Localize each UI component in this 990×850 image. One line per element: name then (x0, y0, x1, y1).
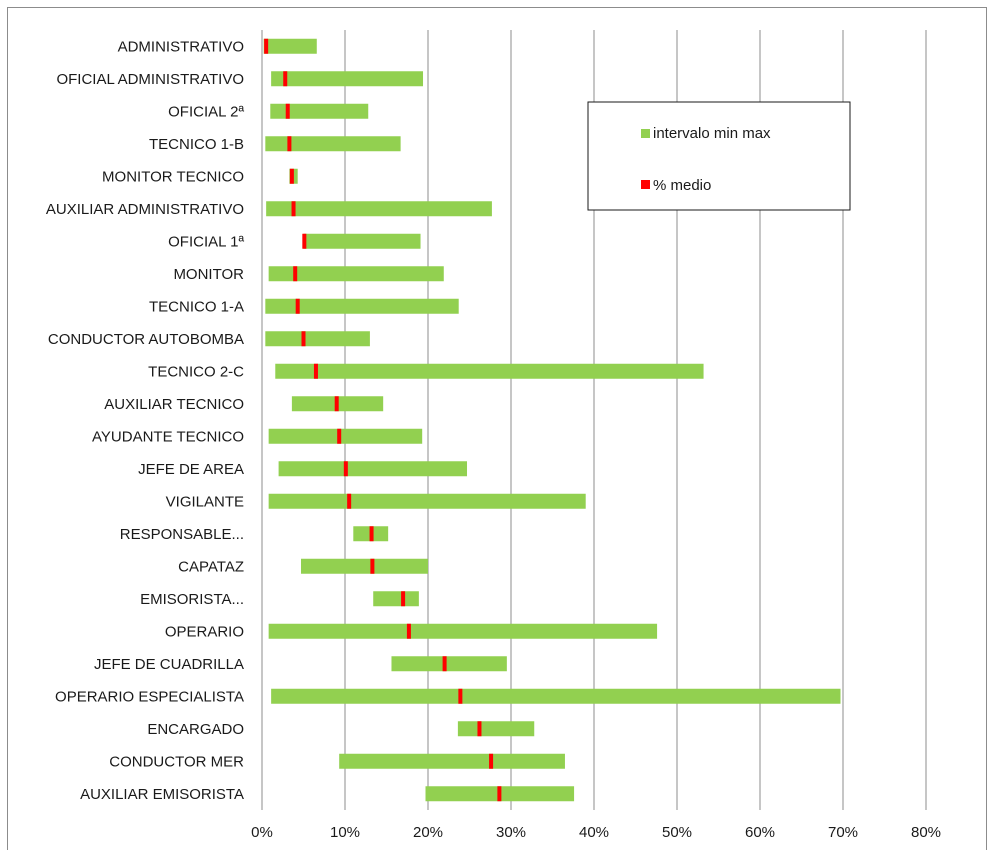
x-tick-label: 60% (745, 824, 775, 841)
legend-swatch-mean (641, 180, 650, 189)
mean-marker (337, 428, 342, 444)
category-label: CAPATAZ (178, 558, 244, 575)
range-bar (339, 753, 565, 769)
category-label: EMISORISTA... (140, 591, 244, 608)
category-label: JEFE DE CUADRILLA (94, 656, 244, 673)
range-bar (263, 38, 317, 54)
category-label: TECNICO 1-A (149, 298, 244, 315)
mean-marker (401, 591, 406, 607)
category-label: OFICIAL ADMINISTRATIVO (56, 71, 244, 88)
mean-marker (406, 623, 411, 639)
range-bar (268, 623, 658, 639)
mean-marker (301, 331, 306, 347)
legend-swatch-range (641, 129, 650, 138)
category-label: MONITOR TECNICO (102, 168, 244, 185)
mean-marker (291, 201, 296, 217)
category-label: OFICIAL 2ª (168, 103, 244, 120)
mean-marker (489, 753, 494, 769)
range-bar (391, 656, 507, 672)
range-bar (373, 591, 419, 607)
mean-marker (347, 493, 352, 509)
mean-marker (264, 38, 269, 54)
mean-marker (369, 526, 374, 542)
category-label: AYUDANTE TECNICO (92, 428, 244, 445)
mean-marker (334, 396, 339, 412)
mean-marker (442, 656, 447, 672)
range-bar (278, 461, 468, 477)
mean-marker (285, 103, 290, 119)
x-tick-label: 70% (828, 824, 858, 841)
range-bar (265, 298, 459, 314)
mean-marker (313, 363, 318, 379)
mean-marker (283, 71, 288, 87)
legend-label-range: intervalo min max (653, 125, 771, 142)
category-label: RESPONSABLE... (120, 526, 244, 543)
x-tick-label: 50% (662, 824, 692, 841)
category-label: ADMINISTRATIVO (118, 38, 244, 55)
x-tick-label: 40% (579, 824, 609, 841)
mean-marker (370, 558, 375, 574)
range-bar (457, 721, 535, 737)
x-tick-label: 30% (496, 824, 526, 841)
category-label: CONDUCTOR AUTOBOMBA (48, 331, 244, 348)
category-label: CONDUCTOR MER (109, 753, 244, 770)
mean-marker (343, 461, 348, 477)
category-label: TECNICO 2-C (148, 363, 244, 380)
category-label: AUXILIAR ADMINISTRATIVO (46, 201, 244, 218)
range-bar (266, 201, 492, 217)
range-bar (265, 136, 401, 152)
category-label: AUXILIAR EMISORISTA (80, 786, 244, 803)
category-labels: ADMINISTRATIVO OFICIAL ADMINISTRATIVO OFIC… (46, 38, 245, 803)
x-tick-labels: 0% 10% 20% 30% 40% 50% 60% 70% 80% (251, 824, 941, 841)
mean-marker (497, 786, 502, 802)
range-bar (271, 71, 424, 87)
range-bar (271, 688, 841, 704)
mean-marker (477, 721, 482, 737)
category-label: VIGILANTE (166, 493, 244, 510)
mean-marker (287, 136, 292, 152)
legend-box (587, 101, 851, 211)
range-bar (268, 493, 586, 509)
category-label: OPERARIO ESPECIALISTA (55, 688, 244, 705)
range-bar (275, 363, 704, 379)
bars (263, 38, 841, 802)
mean-marker (302, 233, 307, 249)
category-label: OPERARIO (165, 623, 244, 640)
category-label: MONITOR (173, 266, 244, 283)
category-label: AUXILIAR TECNICO (104, 396, 244, 413)
mean-marker (458, 688, 463, 704)
range-bar (265, 331, 370, 347)
legend: intervalo min max % medio (587, 101, 851, 211)
mean-marker (295, 298, 300, 314)
range-bar (268, 428, 423, 444)
mean-marker (293, 266, 298, 282)
category-label: TECNICO 1-B (149, 136, 244, 153)
x-tick-label: 20% (413, 824, 443, 841)
mean-marker (289, 168, 294, 184)
category-label: JEFE DE AREA (138, 461, 244, 478)
x-tick-label: 10% (330, 824, 360, 841)
range-bar (268, 266, 444, 282)
range-bar (301, 558, 428, 574)
x-tick-label: 80% (911, 824, 941, 841)
range-bar (270, 103, 369, 119)
range-bar (303, 233, 421, 249)
legend-label-mean: % medio (653, 177, 711, 194)
x-tick-label: 0% (251, 824, 273, 841)
category-label: OFICIAL 1ª (168, 233, 244, 250)
category-label: ENCARGADO (147, 721, 244, 738)
